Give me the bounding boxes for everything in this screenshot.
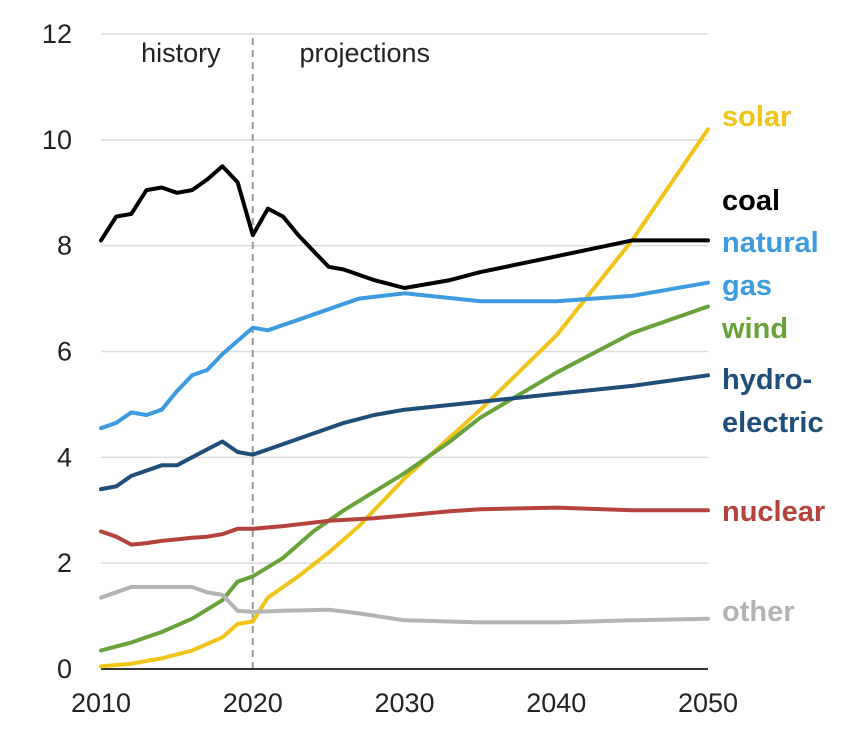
series-labels: solar coal natural gas wind hydro-electric nuc…	[721, 101, 825, 628]
series-line-nuclear	[99, 505, 710, 547]
x-tick-label-2030: 2030	[374, 688, 434, 718]
y-tick-label-0: 0	[57, 654, 72, 684]
y-axis-tick-labels: 0 2 4 6 8 10 12	[42, 19, 72, 684]
series-line-other	[99, 585, 710, 625]
series-label-nuclear: nuclear	[722, 496, 825, 528]
series-label-natural-gas-line-1: natural	[722, 227, 819, 259]
y-tick-label-4: 4	[57, 442, 72, 472]
y-tick-label-12: 12	[42, 19, 72, 49]
history-label: history	[141, 38, 221, 68]
series-label-solar: solar	[722, 101, 791, 133]
y-tick-label-2: 2	[57, 548, 72, 578]
series-label-natural-gas-line-2: gas	[722, 270, 772, 302]
gridlines	[101, 33, 708, 564]
x-axis-tick-labels: 2010 2020 2030 2040 2050	[71, 688, 738, 718]
series-label-wind: wind	[721, 313, 788, 345]
x-tick-label-2050: 2050	[678, 688, 738, 718]
projections-label: projections	[299, 38, 430, 68]
y-tick-label-6: 6	[57, 337, 72, 367]
series-line-solar	[99, 127, 710, 669]
series-line-coal	[99, 164, 710, 290]
series-lines	[99, 127, 710, 669]
x-tick-label-2020: 2020	[223, 688, 283, 718]
series-label-hydroelectric-line-1: hydro-	[722, 364, 812, 396]
y-tick-label-8: 8	[57, 231, 72, 261]
series-line-hydroelectric	[99, 373, 710, 492]
x-tick-label-2040: 2040	[526, 688, 586, 718]
series-label-other: other	[722, 596, 795, 628]
y-tick-label-10: 10	[42, 125, 72, 155]
series-label-coal: coal	[722, 185, 780, 217]
series-label-hydroelectric-line-2: electric	[722, 407, 824, 439]
series-line-natural-gas	[99, 280, 710, 431]
x-tick-label-2010: 2010	[71, 688, 131, 718]
series-line-wind	[99, 304, 710, 653]
